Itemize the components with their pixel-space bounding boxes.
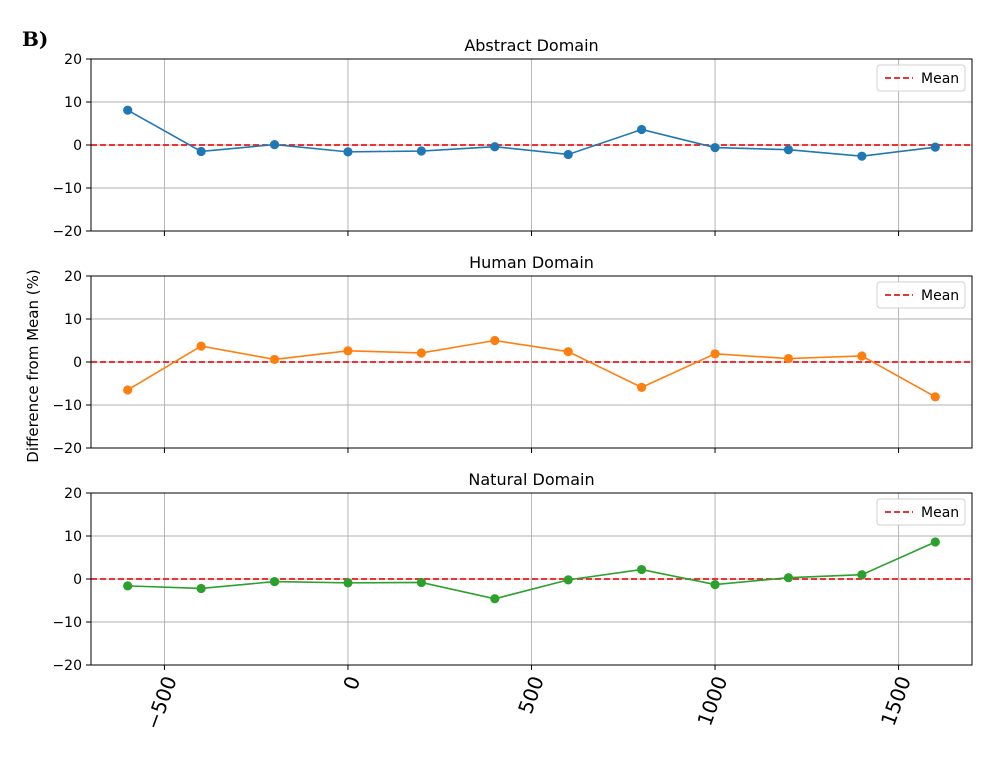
data-point [490,594,500,604]
data-point [490,335,500,346]
legend-box [876,281,966,309]
x-tick-label: 0 [338,673,365,693]
data-point [196,146,206,157]
legend: Mean [876,64,966,92]
data-point [269,139,280,150]
data-point [269,576,280,587]
data-point [563,347,573,357]
chart-panel: Abstract Domain −20 −10 0 10 20 Mean [52,36,973,240]
x-tick-label: 1500 [876,673,916,729]
data-point [637,564,647,575]
data-point [857,151,867,161]
legend-box [876,498,966,526]
data-point [857,570,867,580]
data-point [637,382,647,392]
data-point [123,105,133,115]
legend-label: Mean [921,71,959,87]
y-tick-label: −10 [52,398,82,414]
y-tick-label: 0 [73,355,82,371]
y-tick-label: 10 [64,95,82,111]
y-tick-label: 20 [64,52,82,68]
y-tick-label: 10 [64,529,82,545]
series-line [127,541,936,600]
plot-frame [90,492,973,666]
data-point [343,578,353,588]
data-point [269,354,280,365]
legend: Mean [876,281,966,309]
x-tick-label: 1000 [692,673,732,729]
data-point [930,537,940,547]
chart-panel: Human Domain −20 −10 0 10 20 Mean [52,253,973,457]
data-point [563,575,573,585]
data-point [416,577,426,588]
y-tick-label: −10 [52,181,82,197]
data-point [196,341,206,351]
y-tick-label: 20 [64,486,82,502]
legend-box [876,64,966,92]
x-tick-label: −500 [140,673,181,733]
series-line [127,339,936,398]
x-tick-label: 500 [513,673,549,717]
y-tick-label: 10 [64,312,82,328]
data-point [196,583,206,594]
data-point [563,149,573,160]
data-point [930,142,940,152]
data-point [123,581,133,591]
data-point [857,351,867,361]
data-point [930,392,940,402]
data-point [710,349,720,359]
data-point [637,124,647,135]
y-tick-label: −20 [52,441,82,457]
data-point [123,385,133,395]
legend-label: Mean [921,505,959,521]
data-point [783,145,794,155]
y-tick-label: −20 [52,658,82,674]
panel-tag: B) [22,27,48,51]
legend-label: Mean [921,288,959,304]
data-point [343,346,353,356]
chart-title: Abstract Domain [464,36,598,55]
data-point [710,142,720,153]
data-point [783,573,794,583]
chart-panel: Natural Domain −20 −10 0 10 20 −500 0 500 1000 150… [52,470,973,733]
data-point [416,348,426,358]
y-tick-label: 0 [73,572,82,588]
y-tick-label: 20 [64,269,82,285]
plot-frame [90,58,973,232]
y-tick-label: −20 [52,224,82,240]
y-tick-label: −10 [52,615,82,631]
data-point [710,579,720,590]
data-point [416,146,426,156]
data-point [783,353,794,364]
y-tick-label: 0 [73,138,82,154]
data-point [343,147,353,157]
data-point [490,142,500,152]
plot-frame [90,275,973,449]
chart-title: Human Domain [469,253,594,272]
series-line [127,109,936,157]
y-axis-label: Difference from Mean (%) [24,269,42,462]
chart-title: Natural Domain [468,470,594,489]
legend: Mean [876,498,966,526]
